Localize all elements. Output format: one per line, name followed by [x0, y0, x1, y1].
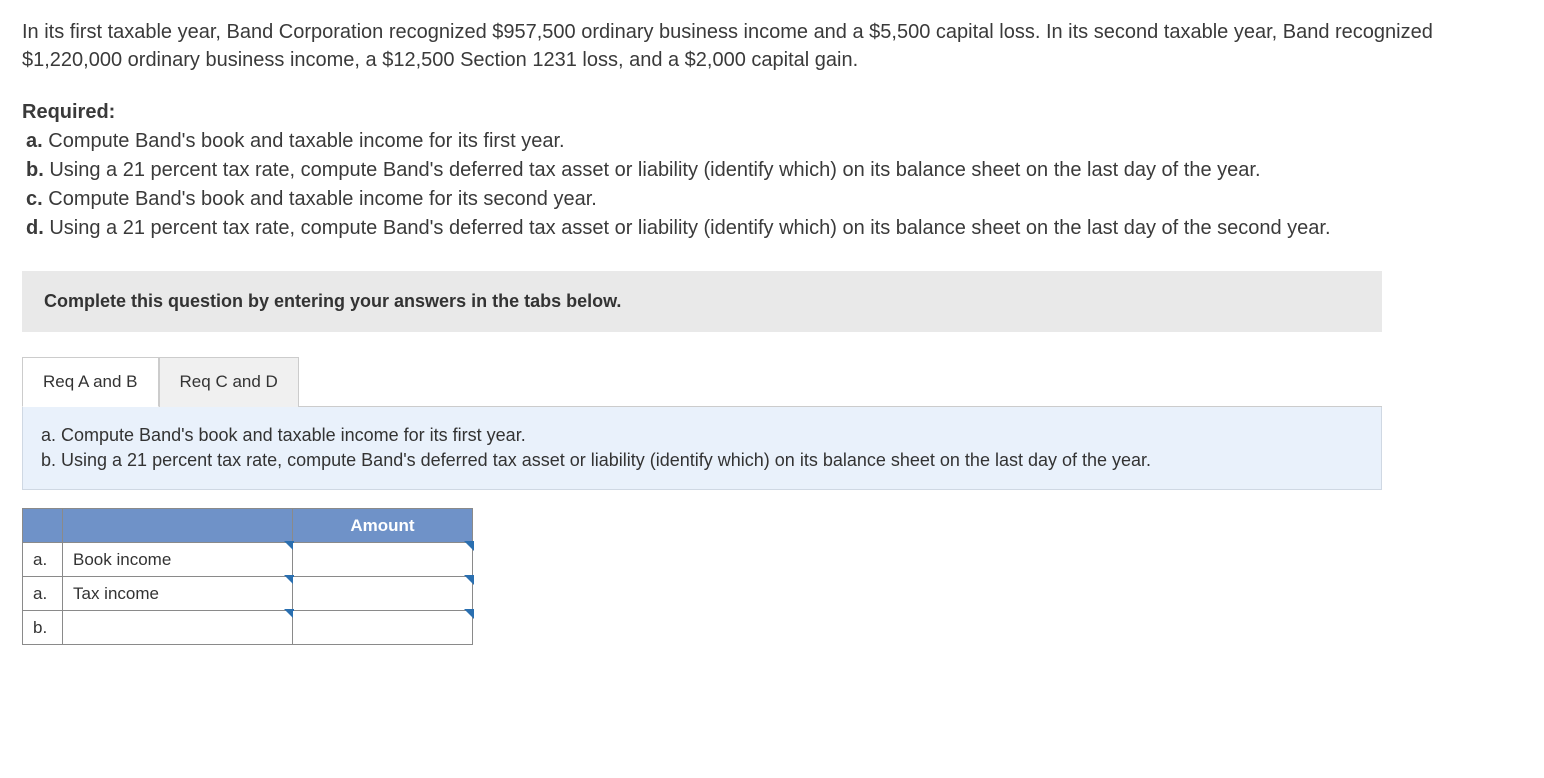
amount-cell[interactable] — [293, 543, 473, 577]
tab-req-c-d[interactable]: Req C and D — [159, 357, 299, 407]
required-item-a: a. Compute Band's book and taxable incom… — [22, 127, 1522, 156]
row-label-text: Book income — [73, 550, 171, 569]
row-letter: a. — [23, 577, 63, 611]
amount-cell[interactable] — [293, 611, 473, 645]
table-header-blank2 — [63, 509, 293, 543]
row-letter: a. — [23, 543, 63, 577]
table-row: a. Book income — [23, 543, 473, 577]
tab-req-a-b[interactable]: Req A and B — [22, 357, 159, 407]
required-label: Required: — [22, 98, 1522, 127]
row-letter: b. — [23, 611, 63, 645]
panel-line-a: a. Compute Band's book and taxable incom… — [41, 423, 1363, 448]
required-item-c: c. Compute Band's book and taxable incom… — [22, 185, 1522, 214]
row-label: Book income — [63, 543, 293, 577]
table-header-blank1 — [23, 509, 63, 543]
tab-bar: Req A and B Req C and D — [22, 356, 1382, 407]
dropdown-marker-icon[interactable] — [464, 609, 474, 619]
instruction-bar: Complete this question by entering your … — [22, 271, 1382, 332]
row-label-text: Tax income — [73, 584, 159, 603]
amount-cell[interactable] — [293, 577, 473, 611]
row-label: Tax income — [63, 577, 293, 611]
table-row: a. Tax income — [23, 577, 473, 611]
dropdown-marker-icon[interactable] — [464, 541, 474, 551]
required-item-d: d. Using a 21 percent tax rate, compute … — [22, 214, 1522, 243]
problem-statement: In its first taxable year, Band Corporat… — [22, 18, 1522, 74]
tab-panel-ab: a. Compute Band's book and taxable incom… — [22, 407, 1382, 490]
required-a-text: Compute Band's book and taxable income f… — [48, 130, 564, 152]
table-header-amount: Amount — [293, 509, 473, 543]
panel-line-b: b. Using a 21 percent tax rate, compute … — [41, 448, 1363, 473]
required-d-text: Using a 21 percent tax rate, compute Ban… — [49, 217, 1330, 239]
answer-table: Amount a. Book income a. Tax income b. — [22, 508, 473, 645]
required-b-text: Using a 21 percent tax rate, compute Ban… — [49, 159, 1260, 181]
dropdown-marker-icon[interactable] — [464, 575, 474, 585]
required-c-text: Compute Band's book and taxable income f… — [48, 188, 597, 210]
table-row: b. — [23, 611, 473, 645]
row-label[interactable] — [63, 611, 293, 645]
required-block: Required: a. Compute Band's book and tax… — [22, 98, 1522, 243]
required-item-b: b. Using a 21 percent tax rate, compute … — [22, 156, 1522, 185]
